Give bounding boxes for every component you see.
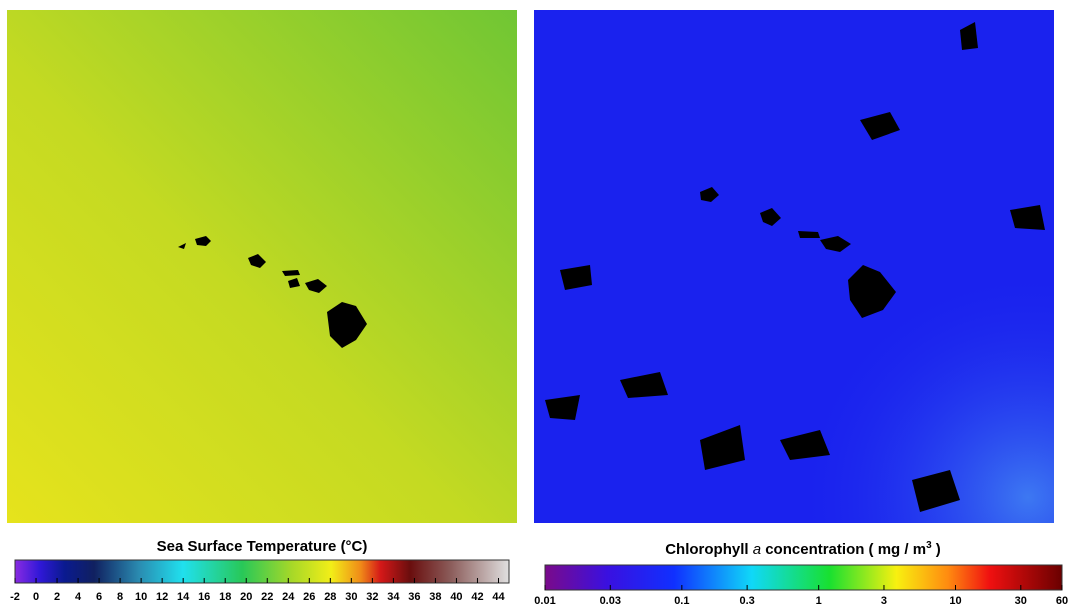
page: Sea Surface Temperature (°C) -2024681012… xyxy=(0,0,1073,606)
tick-label: 0.1 xyxy=(674,595,689,606)
sst-map xyxy=(7,10,517,523)
tick-label: -2 xyxy=(10,591,20,603)
colorbar-title: Chlorophyll a concentration ( mg / m3 ) xyxy=(665,540,941,558)
tick-label: 36 xyxy=(408,591,420,603)
tick-label: 0.03 xyxy=(600,595,621,606)
tick-label: 12 xyxy=(156,591,168,603)
tick-label: 30 xyxy=(1015,595,1027,606)
title-part: concentration ( mg / m xyxy=(761,541,926,558)
tick-label: 60 xyxy=(1056,595,1068,606)
tick-label: 3 xyxy=(881,595,887,606)
tick-label: 10 xyxy=(949,595,961,606)
tick-label: 8 xyxy=(117,591,123,603)
tick-label: 16 xyxy=(198,591,210,603)
tick-label: 34 xyxy=(387,591,400,603)
tick-label: 0.3 xyxy=(739,595,754,606)
sst-image xyxy=(7,10,517,523)
tick-label: 2 xyxy=(54,591,60,603)
tick-label: 30 xyxy=(345,591,357,603)
tick-label: 22 xyxy=(261,591,273,603)
title-part: ) xyxy=(932,541,941,558)
tick-label: 4 xyxy=(75,591,82,603)
tick-label: 0.01 xyxy=(534,595,555,606)
tick-label: 24 xyxy=(282,591,295,603)
tick-label: 10 xyxy=(135,591,147,603)
figure: Sea Surface Temperature (°C) -2024681012… xyxy=(0,0,1073,606)
colorbar xyxy=(15,560,509,583)
title-part: Chlorophyll xyxy=(665,541,753,558)
tick-label: 20 xyxy=(240,591,252,603)
tick-label: 44 xyxy=(492,591,505,603)
colorbar-title: Sea Surface Temperature (°C) xyxy=(157,538,368,555)
tick-label: 28 xyxy=(324,591,336,603)
tick-label: 32 xyxy=(366,591,378,603)
tick-label: 26 xyxy=(303,591,315,603)
chl-map xyxy=(534,10,1054,523)
tick-label: 6 xyxy=(96,591,102,603)
tick-label: 1 xyxy=(816,595,822,606)
tick-label: 40 xyxy=(450,591,462,603)
title-part: a xyxy=(753,541,761,558)
chl-colorbar: Chlorophyll a concentration ( mg / m3 ) … xyxy=(534,540,1068,606)
tick-label: 38 xyxy=(429,591,441,603)
tick-label: 42 xyxy=(471,591,483,603)
tick-label: 18 xyxy=(219,591,231,603)
tick-label: 0 xyxy=(33,591,39,603)
tick-label: 14 xyxy=(177,591,190,603)
colorbar xyxy=(545,565,1062,590)
